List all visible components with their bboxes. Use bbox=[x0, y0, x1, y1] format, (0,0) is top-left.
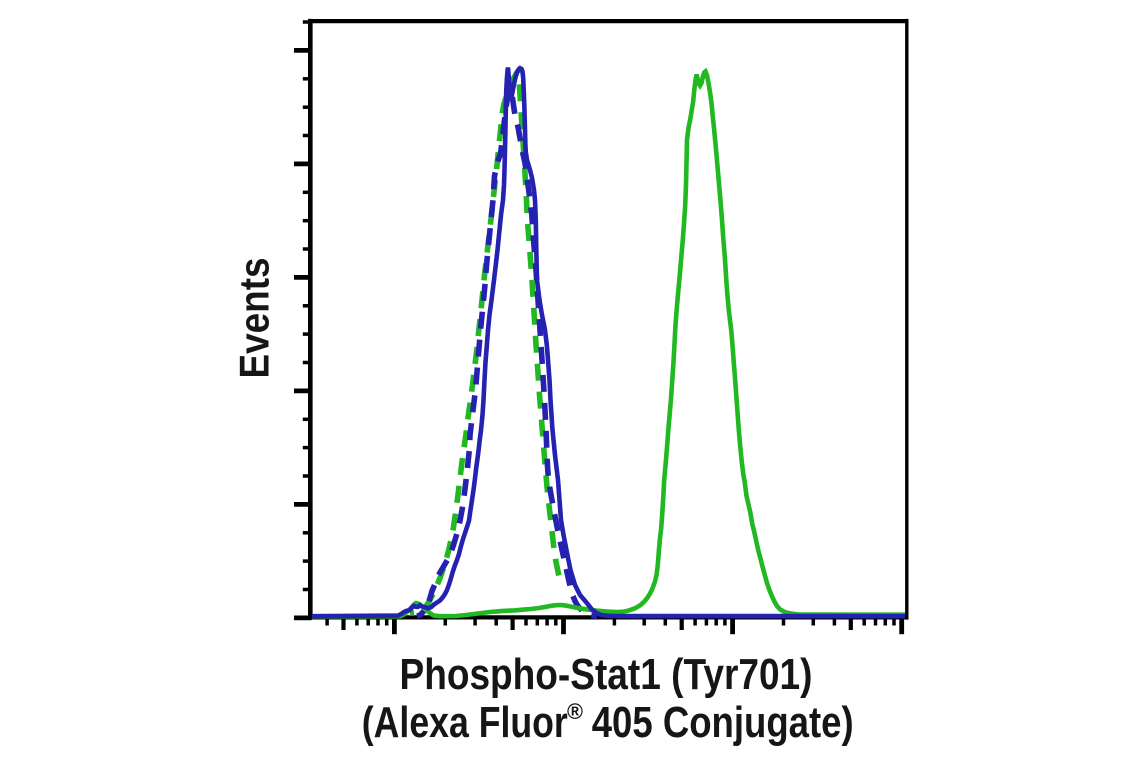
svg-text:®: ® bbox=[567, 699, 583, 724]
svg-text:Events: Events bbox=[231, 258, 278, 379]
svg-text:Phospho-Stat1 (Tyr701): Phospho-Stat1 (Tyr701) bbox=[400, 651, 813, 699]
svg-text:405 Conjugate): 405 Conjugate) bbox=[592, 699, 854, 747]
svg-text:(Alexa Fluor: (Alexa Fluor bbox=[362, 699, 568, 747]
